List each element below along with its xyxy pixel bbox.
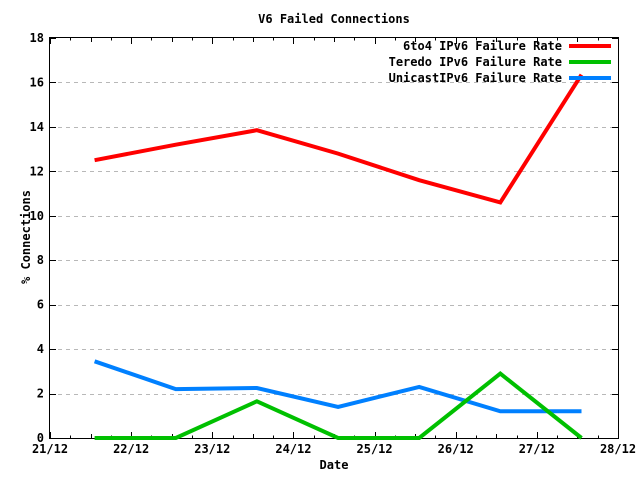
x-tick-label: 25/12 — [357, 442, 393, 456]
x-axis-label: Date — [319, 458, 349, 472]
plot-border — [49, 37, 619, 439]
x-tick-label: 21/12 — [32, 442, 68, 456]
y-tick-label: 2 — [37, 387, 44, 401]
y-tick-label: 4 — [37, 342, 44, 356]
legend-label: UnicastIPv6 Failure Rate — [389, 71, 562, 85]
legend-label: Teredo IPv6 Failure Rate — [389, 55, 562, 69]
x-tick-label: 22/12 — [113, 442, 149, 456]
series-line-1 — [94, 73, 584, 205]
series-line-2 — [94, 371, 583, 440]
y-tick-label: 14 — [30, 120, 44, 134]
x-tick-label: 24/12 — [275, 442, 311, 456]
x-tick-label: 28/12 — [600, 442, 636, 456]
y-tick-label: 8 — [37, 253, 44, 267]
y-tick-label: 0 — [37, 431, 44, 445]
y-tick-label: 6 — [37, 298, 44, 312]
series-line-3 — [93, 359, 582, 414]
y-tick-label: 10 — [30, 209, 44, 223]
x-tick-label: 27/12 — [519, 442, 555, 456]
y-tick-label: 12 — [30, 164, 44, 178]
legend-label: 6to4 IPv6 Failure Rate — [403, 39, 562, 53]
x-tick-label: 26/12 — [438, 442, 474, 456]
y-tick-label: 16 — [30, 75, 44, 89]
chart-title: V6 Failed Connections — [258, 12, 410, 26]
x-tick-label: 23/12 — [194, 442, 230, 456]
y-axis-label: % Connections — [19, 190, 33, 284]
y-tick-label: 18 — [30, 31, 44, 45]
